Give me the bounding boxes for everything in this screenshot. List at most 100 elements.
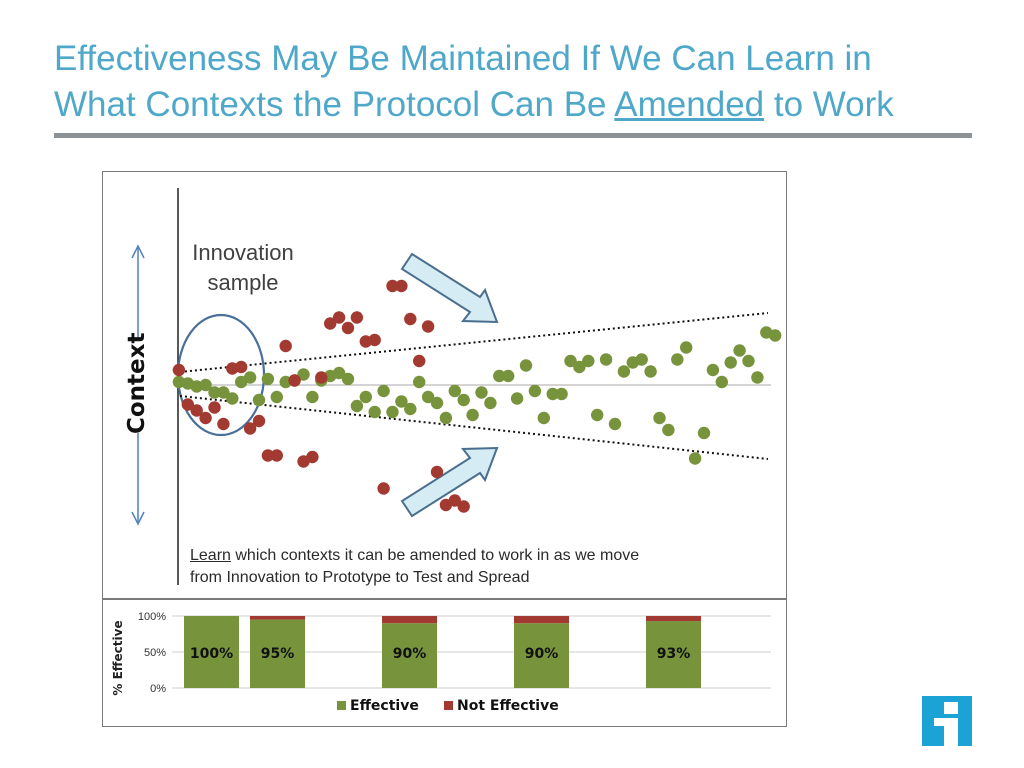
not-effective-point [368, 333, 381, 347]
effective-point [564, 354, 577, 368]
effective-point [243, 371, 257, 384]
effective-point [653, 411, 666, 425]
info-i-logo-icon [922, 696, 972, 746]
not-effective-bar [250, 616, 305, 620]
not-effective-point [324, 317, 337, 330]
title-underlined-word: Amended [614, 85, 765, 124]
title-line-2: What Contexts the Protocol Can Be Amende… [54, 82, 1014, 128]
not-effective-point [208, 401, 221, 414]
legend-label-not-effective: Not Effective [457, 698, 559, 714]
not-effective-point [261, 449, 275, 462]
bar-y-tick-label: 0% [150, 683, 166, 695]
bar-legend: Effective Not Effective [337, 698, 559, 714]
not-effective-point [199, 411, 212, 425]
effective-point [573, 360, 586, 374]
effective-point [395, 395, 408, 408]
innovation-label-line-1: Innovation [192, 240, 294, 265]
logo-dot [944, 702, 958, 714]
not-effective-point [243, 422, 257, 435]
effective-point [386, 405, 399, 419]
effective-point [769, 329, 782, 342]
not-effective-point [404, 312, 417, 326]
effective-point [466, 408, 479, 422]
not-effective-bar [382, 616, 437, 624]
not-effective-point [252, 414, 266, 428]
effective-point [377, 384, 390, 398]
effective-point [555, 387, 568, 401]
logo-stem [944, 718, 958, 746]
title-line-1: Effectiveness May Be Maintained If We Ca… [54, 39, 872, 78]
context-axis-label: Context [124, 332, 150, 434]
effective-point [208, 386, 221, 399]
title-line-2-start: What Contexts the Protocol Can Be [54, 85, 615, 124]
not-effective-point [350, 311, 364, 324]
not-effective-bar [646, 616, 701, 622]
effective-point [751, 371, 764, 384]
effective-point [217, 386, 230, 399]
bar-chart: 100% 50% 0% 100% 95% 90% 90% 93% Effective Not Ef… [138, 611, 771, 714]
effective-point [715, 375, 728, 389]
effective-point [341, 372, 355, 386]
caption-line-1: Learn which contexts it can be amended t… [190, 545, 780, 567]
bar-data-label: 100% [190, 646, 233, 662]
effective-point [457, 393, 470, 407]
effective-point [475, 386, 488, 399]
bar-y-tick-label: 50% [144, 647, 166, 659]
bar-y-tick-label: 100% [138, 611, 166, 623]
innovation-label-line-2: sample [207, 270, 279, 295]
bar-data-label: 95% [261, 646, 295, 662]
effective-point [706, 363, 720, 377]
not-effective-point [181, 398, 194, 411]
effective-point [306, 390, 319, 404]
effective-point [261, 372, 275, 386]
effective-point [671, 353, 684, 366]
effective-bar [250, 619, 305, 688]
caption-line-1-rest: which contexts it can be amended to work… [230, 547, 640, 564]
effective-point [742, 354, 755, 368]
effective-point [439, 411, 453, 425]
effective-point [359, 390, 372, 404]
bar-data-label: 93% [657, 646, 691, 662]
not-effective-point [341, 321, 355, 335]
effective-bar [646, 621, 701, 688]
upper-trend-line [179, 312, 769, 373]
effective-point [519, 359, 533, 372]
effective-point [493, 369, 506, 383]
not-effective-point [279, 339, 292, 353]
block-arrow-icon [400, 446, 499, 518]
effective-point [252, 393, 266, 407]
effective-point [332, 366, 346, 380]
not-effective-point [190, 404, 203, 417]
effective-point [226, 392, 239, 405]
not-effective-point [315, 371, 328, 384]
not-effective-point [306, 450, 319, 464]
lower-trend-line [179, 395, 769, 460]
slide-title: Effectiveness May Be Maintained If We Ca… [54, 36, 1014, 128]
figure-divider [102, 598, 787, 600]
effective-point [270, 390, 283, 404]
logo-bar [934, 718, 946, 726]
not-effective-point [457, 500, 470, 513]
not-effective-point [172, 363, 186, 377]
effective-point [528, 384, 542, 398]
effective-point [662, 423, 675, 437]
bar-data-label: 90% [393, 646, 427, 662]
effective-point [421, 390, 435, 404]
not-effective-bar [514, 616, 569, 624]
effective-point [688, 452, 702, 465]
effective-point [537, 411, 550, 425]
effective-point [599, 353, 613, 366]
effective-point [502, 369, 515, 383]
not-effective-point [413, 354, 426, 368]
effective-point [591, 408, 604, 422]
effective-point [413, 375, 426, 389]
innovation-sample-label: Innovation sample [180, 238, 306, 298]
not-effective-point [430, 465, 444, 479]
effective-point [484, 396, 497, 410]
bar-y-axis-label: % Effective [111, 620, 125, 696]
not-effective-point [217, 417, 230, 431]
title-line-2-end: to Work [764, 85, 894, 124]
effective-bar [184, 616, 239, 688]
effective-bar [514, 623, 569, 688]
